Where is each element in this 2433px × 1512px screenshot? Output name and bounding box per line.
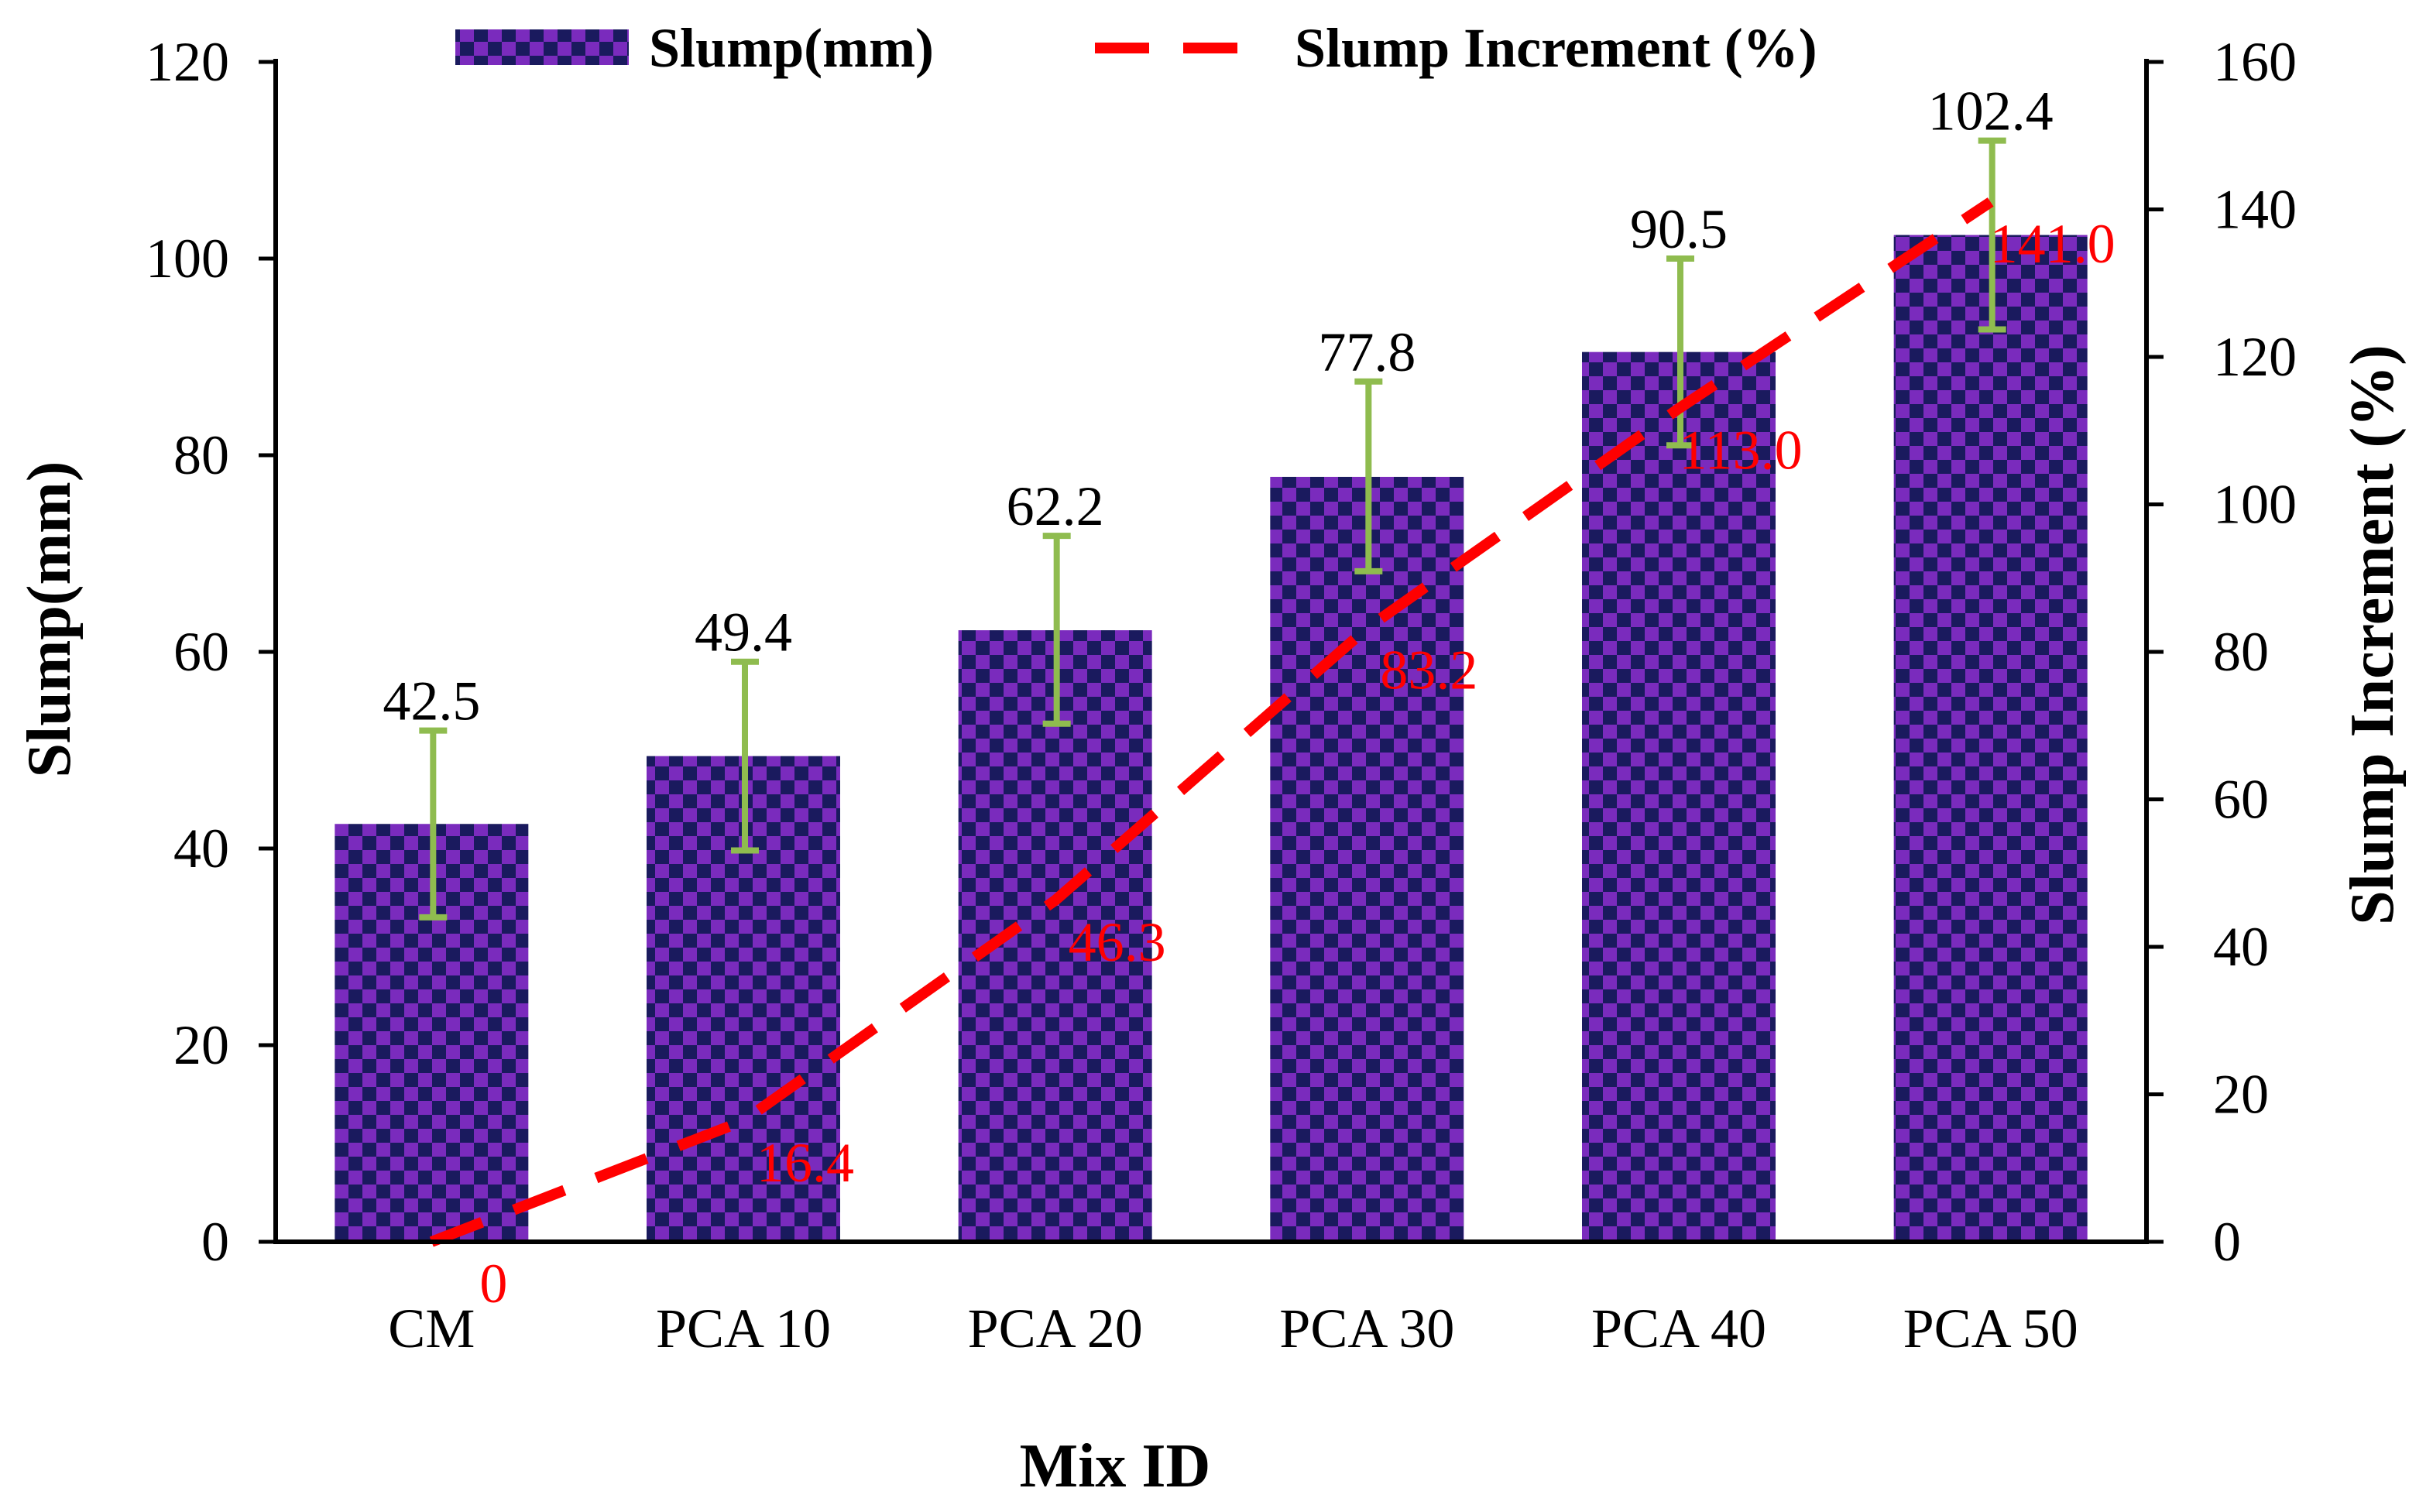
increment-value-label-3: 83.2 (1380, 639, 1477, 701)
axes-group (273, 59, 2149, 1244)
y-axis-title: Slump(mm) (15, 461, 84, 778)
increment-value-label-5: 141.0 (1990, 213, 2116, 275)
x-tick-label-5: PCA 50 (1903, 1298, 2078, 1359)
bar-value-label-0: 42.5 (383, 670, 480, 732)
legend-line-label: Slump Increment (%) (1295, 17, 1817, 79)
bar-value-label-2: 62.2 (1007, 475, 1104, 537)
y2-tick-label-1: 20 (2213, 1064, 2269, 1126)
y2-tick-label-0: 0 (2213, 1211, 2241, 1273)
y-tick-label-2: 40 (173, 818, 229, 879)
legend: Slump(mm) Slump Increment (%) (455, 17, 1817, 79)
bar-value-label-4: 90.5 (1630, 198, 1728, 260)
y-tick-label-1: 20 (173, 1014, 229, 1076)
bar-value-label-3: 77.8 (1318, 321, 1416, 383)
y2-tick-label-2: 40 (2213, 916, 2269, 978)
y-tick-label-6: 120 (146, 31, 229, 93)
y-tick-label-5: 100 (146, 228, 229, 290)
y-tick-label-4: 80 (173, 424, 229, 486)
y2-tick-label-6: 120 (2213, 326, 2297, 388)
x-tick-label-1: PCA 10 (656, 1298, 831, 1359)
bars-group (335, 235, 2088, 1242)
increment-series-line (429, 197, 1994, 1247)
legend-bar-label: Slump(mm) (649, 17, 934, 79)
x-tick-label-3: PCA 30 (1279, 1298, 1454, 1359)
bar-3 (1270, 476, 1464, 1242)
data-labels-group: 42.5 49.4 62.2 77.8 90.5 102.4 0 16.4 46.3 83.2 11… (383, 81, 2115, 1315)
y-tick-label-3: 60 (173, 621, 229, 683)
x-tick-label-4: PCA 40 (1591, 1298, 1766, 1359)
increment-value-label-0: 0 (479, 1253, 507, 1315)
increment-value-label-2: 46.3 (1069, 911, 1166, 973)
bar-4 (1582, 351, 1776, 1242)
y2-tick-label-7: 140 (2213, 179, 2297, 241)
y2-tick-label-3: 60 (2213, 769, 2269, 831)
y2-tick-label-8: 160 (2213, 31, 2297, 93)
ticks-group: 0 20 40 60 80 100 120 0 20 40 60 80 100 120 140 160 CM PC… (146, 31, 2297, 1359)
legend-bar-swatch (455, 29, 629, 65)
y2-tick-label-4: 80 (2213, 621, 2269, 683)
y2-axis-title: Slump Increment (%) (2339, 345, 2407, 925)
x-tick-label-2: PCA 20 (968, 1298, 1143, 1359)
increment-line-group (429, 197, 1994, 1247)
x-tick-label-0: CM (388, 1298, 475, 1359)
y2-tick-label-5: 100 (2213, 474, 2297, 536)
y-tick-label-0: 0 (201, 1211, 229, 1273)
increment-value-label-1: 16.4 (757, 1132, 854, 1194)
increment-value-label-4: 113.0 (1679, 420, 1802, 482)
bar-value-label-5: 102.4 (1928, 81, 2054, 142)
bar-5 (1893, 235, 2088, 1242)
bar-2 (958, 630, 1152, 1242)
bar-value-label-1: 49.4 (695, 602, 792, 663)
error-bars-group (419, 137, 2006, 921)
x-axis-title: Mix ID (1020, 1432, 1211, 1500)
